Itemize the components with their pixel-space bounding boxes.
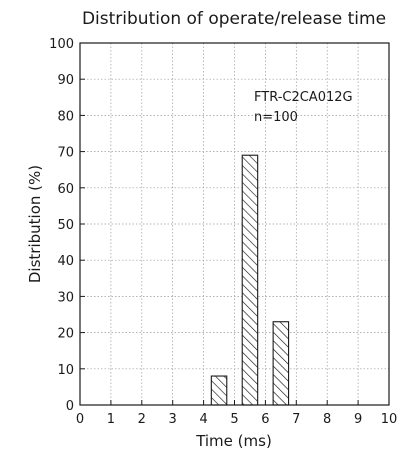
x-tick-label-6: 6 (261, 412, 269, 427)
grid (80, 43, 389, 405)
y-tick-label-10: 10 (57, 363, 74, 378)
x-tick-label-3: 3 (169, 412, 177, 427)
y-tick-label-70: 70 (57, 146, 74, 161)
x-tick-label-9: 9 (354, 412, 362, 427)
bar-1 (241, 154, 259, 406)
chart-title: Distribution of operate/release time (82, 9, 386, 29)
x-tick-label-0: 0 (76, 412, 84, 427)
x-tick-label-5: 5 (230, 412, 238, 427)
y-tick-label-30: 30 (57, 290, 74, 305)
y-tick-label-50: 50 (57, 218, 74, 233)
bar-2 (272, 321, 290, 406)
y-tick-label-40: 40 (57, 254, 74, 269)
y-tick-label-20: 20 (57, 327, 74, 342)
y-tick-label-60: 60 (57, 182, 74, 197)
x-tick-label-4: 4 (199, 412, 207, 427)
bars (210, 154, 290, 406)
y-axis-label: Distribution (%) (26, 165, 44, 283)
y-tick-label-100: 100 (49, 37, 74, 52)
x-tick-label-7: 7 (292, 412, 300, 427)
x-ticks: 0 1 2 3 4 5 6 7 8 9 10 (76, 400, 397, 427)
y-tick-label-90: 90 (57, 73, 74, 88)
y-ticks: 0 10 20 30 40 50 60 70 80 90 100 (49, 37, 85, 414)
x-tick-label-1: 1 (107, 412, 115, 427)
x-tick-label-8: 8 (323, 412, 331, 427)
annotation-line-1: FTR-C2CA012G (254, 90, 353, 105)
y-tick-label-0: 0 (66, 399, 74, 414)
annotation-line-2: n=100 (254, 110, 298, 125)
x-tick-label-2: 2 (138, 412, 146, 427)
x-axis-label: Time (ms) (195, 432, 272, 450)
bar-0 (210, 375, 228, 406)
y-tick-label-80: 80 (57, 109, 74, 124)
x-tick-label-10: 10 (381, 412, 398, 427)
